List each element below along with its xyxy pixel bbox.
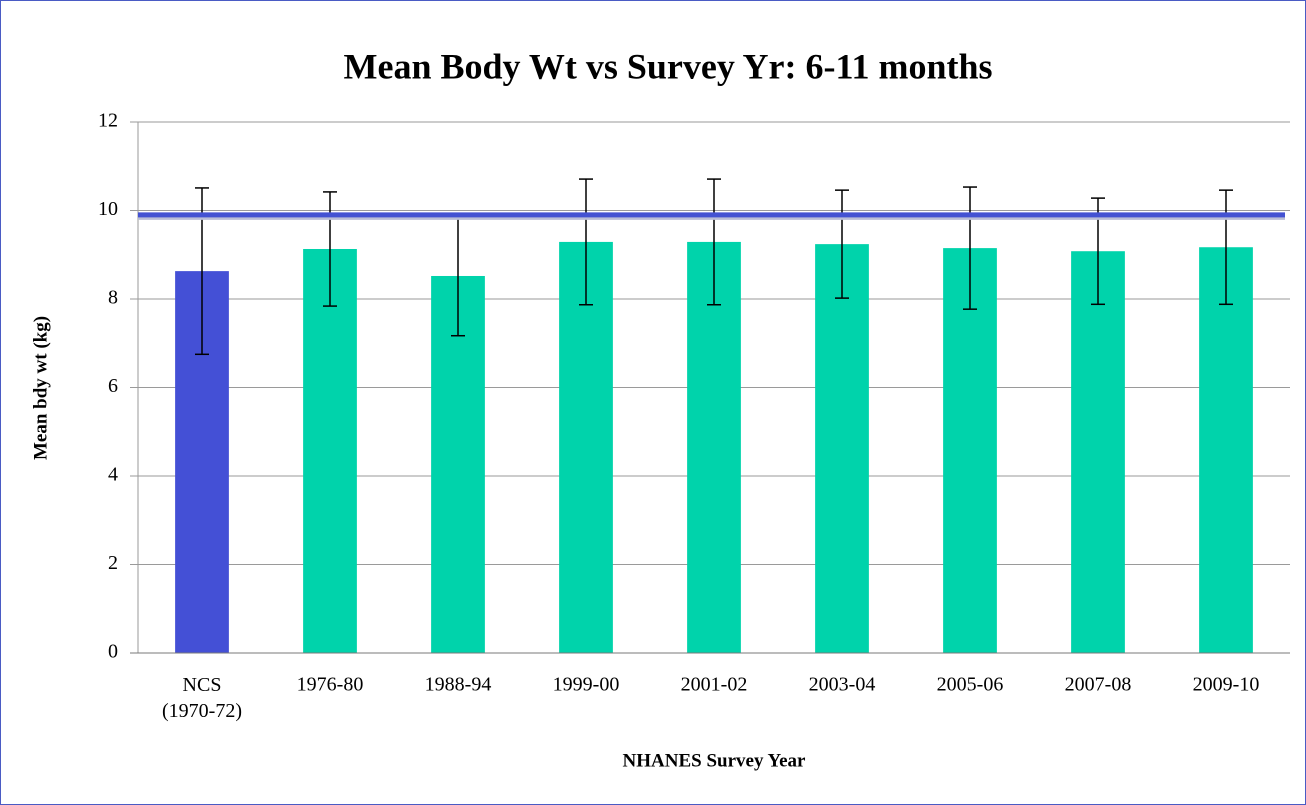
y-axis-label: Mean bdy wt (kg): [30, 316, 51, 460]
y-tick-label: 0: [108, 641, 118, 663]
bar: [815, 244, 869, 653]
error-bar: [1219, 189, 1233, 306]
error-bar: [835, 189, 849, 299]
x-tick-label: 2001-02: [681, 674, 748, 696]
x-tick-label: 1976-80: [297, 674, 364, 696]
x-tick-label: 2003-04: [809, 674, 876, 696]
x-tick-label: 2005-06: [937, 674, 1004, 696]
y-tick-label: 10: [98, 198, 118, 220]
chart-title: Mean Body Wt vs Survey Yr: 6-11 months: [343, 46, 992, 86]
y-tick-label: 2: [108, 552, 118, 574]
error-bar: [579, 178, 593, 306]
x-tick-label: 1988-94: [425, 674, 492, 696]
bar: [1199, 247, 1253, 654]
y-tick-label: 4: [108, 464, 118, 486]
bar: [687, 241, 741, 654]
x-tick-label: 1999-00: [553, 674, 620, 696]
y-tick-label: 8: [108, 287, 118, 309]
x-tick-label: 2007-08: [1065, 674, 1132, 696]
bar: [431, 275, 485, 653]
y-tick-label: 12: [98, 110, 118, 132]
bar: [943, 248, 997, 654]
bar: [1071, 251, 1125, 653]
error-bar: [963, 186, 977, 310]
x-tick-label: NCS (1970-72): [162, 674, 242, 722]
y-tick-label: 6: [108, 375, 118, 397]
bar: [303, 248, 357, 653]
error-bar: [707, 178, 721, 306]
x-tick-label: 2009-10: [1193, 674, 1260, 696]
x-axis-label: NHANES Survey Year: [623, 750, 807, 771]
error-bar: [323, 191, 337, 307]
bar: [559, 241, 613, 654]
